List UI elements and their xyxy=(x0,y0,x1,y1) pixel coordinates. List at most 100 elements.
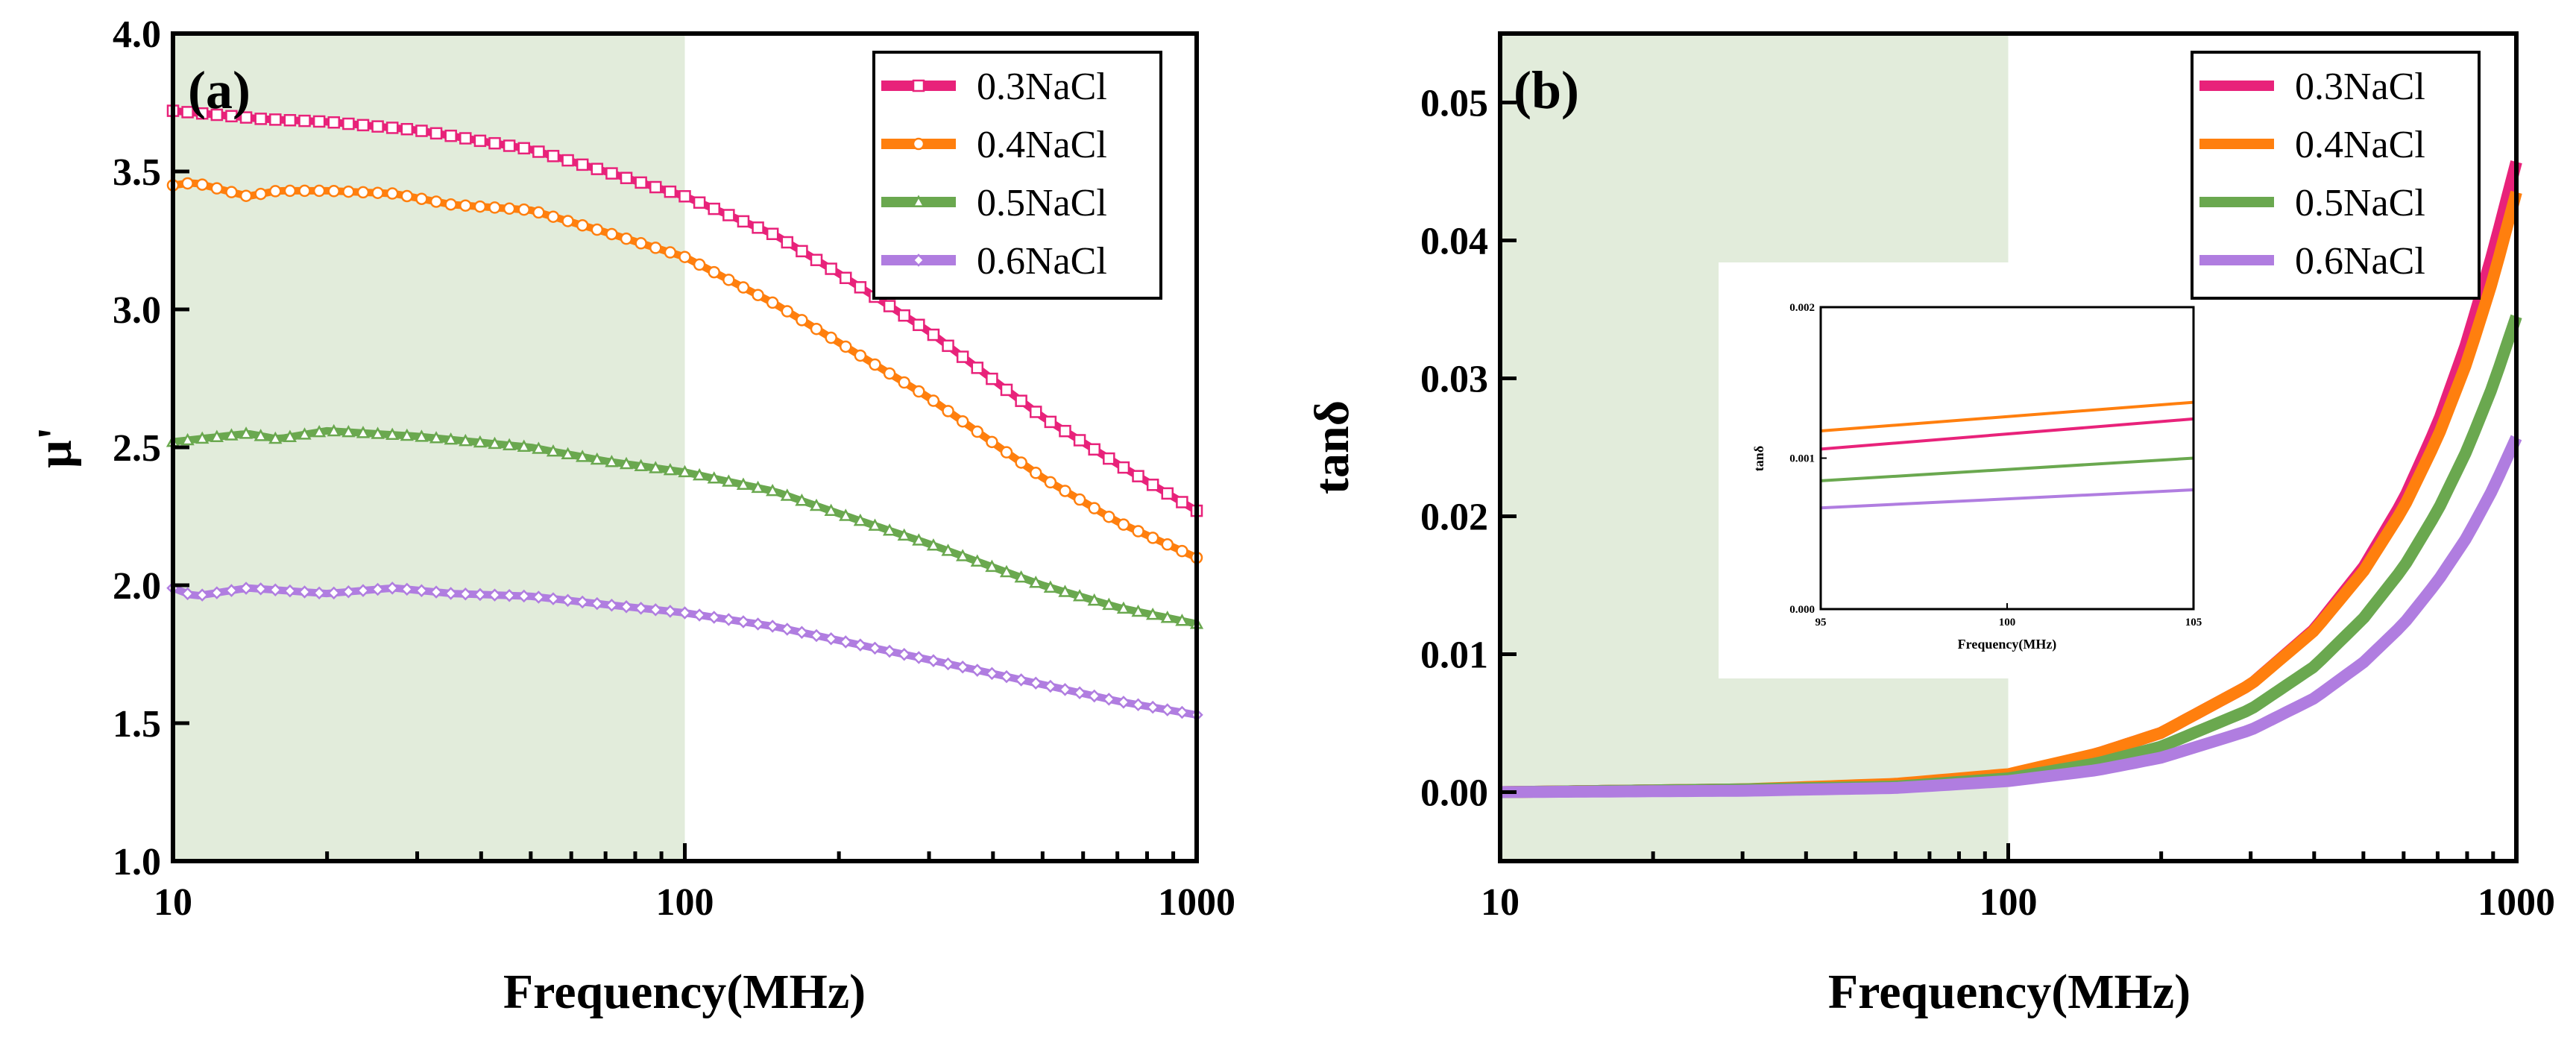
marker-0.5NaCl xyxy=(356,426,371,438)
marker-0.3NaCl xyxy=(840,271,852,284)
marker-0.6NaCl xyxy=(591,596,604,611)
marker-0.4NaCl xyxy=(1146,532,1159,544)
marker-0.3NaCl xyxy=(781,236,794,249)
marker-0.6NaCl xyxy=(664,605,677,618)
marker-0.3NaCl xyxy=(356,119,370,132)
marker-0.4NaCl xyxy=(869,358,881,371)
marker-0.6NaCl xyxy=(224,584,239,597)
marker-0.5NaCl xyxy=(253,429,268,441)
y-tick-label: 2.0 xyxy=(113,565,161,608)
marker-0.5NaCl xyxy=(1072,589,1087,602)
marker-0.3NaCl xyxy=(371,120,384,133)
x-tick-label: 1000 xyxy=(2478,881,2555,924)
marker-0.4NaCl xyxy=(649,242,662,254)
x-tick-label: 100 xyxy=(1980,881,2038,924)
marker-0.4NaCl xyxy=(1176,544,1188,558)
marker-0.3NaCl xyxy=(181,106,194,119)
marker-0.6NaCl xyxy=(210,586,224,599)
marker-0.3NaCl xyxy=(986,372,998,385)
marker-0.4NaCl xyxy=(181,177,194,190)
marker-0.6NaCl xyxy=(1044,679,1057,693)
panel-a-y-axis-title: μ' xyxy=(28,426,82,468)
panel-a-x-axis-title: Frequency(MHz) xyxy=(503,965,866,1019)
marker-0.6NaCl xyxy=(693,608,706,622)
marker-0.6NaCl xyxy=(547,592,560,605)
marker-0.4NaCl xyxy=(488,201,501,214)
marker-0.5NaCl xyxy=(415,429,429,442)
marker-0.5NaCl xyxy=(999,564,1014,578)
marker-0.5NaCl xyxy=(970,554,984,567)
marker-0.3NaCl xyxy=(1161,487,1174,500)
y-tick-label: 4.0 xyxy=(113,13,161,56)
marker-0.4NaCl xyxy=(225,186,238,198)
marker-0.4NaCl xyxy=(913,385,925,398)
marker-0.4NaCl xyxy=(327,185,341,198)
marker-0.4NaCl xyxy=(1044,476,1057,489)
marker-0.3NaCl xyxy=(766,227,779,240)
marker-0.6NaCl xyxy=(897,647,911,661)
marker-0.4NaCl xyxy=(678,250,691,263)
marker-0.3NaCl xyxy=(752,221,764,234)
marker-0.5NaCl xyxy=(985,559,999,573)
marker-0.3NaCl xyxy=(239,111,253,124)
legend-label-0.6NaCl: 0.6NaCl xyxy=(2295,240,2425,283)
marker-0.5NaCl xyxy=(1087,593,1101,606)
inset-axes: 95 100 105 0.000 0.001 0.002 xyxy=(1789,302,2202,628)
marker-0.5NaCl xyxy=(224,428,239,441)
marker-0.4NaCl xyxy=(605,227,618,241)
marker-0.5NaCl xyxy=(780,488,794,501)
marker-0.4NaCl xyxy=(1103,510,1115,523)
marker-0.5NaCl xyxy=(341,424,356,438)
marker-0.6NaCl xyxy=(751,617,765,631)
marker-0.5NaCl xyxy=(473,435,488,448)
marker-0.3NaCl xyxy=(678,190,691,203)
panel-a-shaded-region xyxy=(173,34,685,861)
y-tick-label: 1.0 xyxy=(113,841,161,883)
marker-0.5NaCl xyxy=(882,523,897,536)
marker-0.5NaCl xyxy=(663,462,678,476)
marker-0.3NaCl xyxy=(312,115,326,128)
panel-b-legend: 0.3NaCl 0.4NaCl 0.5NaCl 0.6NaCl xyxy=(2191,51,2481,300)
marker-0.5NaCl xyxy=(692,467,707,481)
marker-0.3NaCl xyxy=(1029,406,1042,418)
marker-0.3NaCl xyxy=(327,116,341,129)
marker-0.5NaCl xyxy=(532,441,546,454)
series-line-0.6NaCl xyxy=(1499,435,2522,798)
marker-0.4NaCl xyxy=(210,182,224,195)
legend-label-0.5NaCl: 0.5NaCl xyxy=(2295,182,2425,224)
marker-0.3NaCl xyxy=(459,132,472,145)
marker-0.6NaCl xyxy=(503,589,516,602)
marker-0.4NaCl xyxy=(400,189,414,203)
legend-label-0.6NaCl: 0.6NaCl xyxy=(977,240,1107,283)
marker-0.6NaCl xyxy=(956,660,969,674)
marker-0.3NaCl xyxy=(1073,434,1086,447)
marker-0.4NaCl xyxy=(781,305,794,318)
marker-0.4NaCl xyxy=(840,340,852,353)
marker-0.4NaCl xyxy=(254,187,267,201)
marker-0.4NaCl xyxy=(664,246,677,259)
marker-0.6NaCl xyxy=(1058,683,1072,696)
panel-a-series-group xyxy=(166,104,1204,722)
marker-0.3NaCl xyxy=(1176,496,1188,508)
marker-0.3NaCl xyxy=(225,110,238,123)
marker-0.5NaCl xyxy=(678,464,692,478)
marker-0.4NaCl xyxy=(385,187,399,200)
legend-label-0.3NaCl: 0.3NaCl xyxy=(977,66,1107,108)
marker-0.3NaCl xyxy=(385,122,399,134)
marker-0.6NaCl xyxy=(649,603,663,617)
marker-0.6NaCl xyxy=(356,584,370,597)
panel-b-x-axis: 10 100 1000 xyxy=(1481,843,2555,924)
marker-0.4NaCl xyxy=(312,184,326,198)
marker-0.6NaCl xyxy=(868,641,882,655)
marker-0.4NaCl xyxy=(342,185,355,198)
marker-0.4NaCl xyxy=(532,206,545,219)
marker-0.3NaCl xyxy=(825,262,837,275)
marker-0.4NaCl xyxy=(1073,493,1086,506)
marker-0.5NaCl xyxy=(956,549,970,561)
marker-0.3NaCl xyxy=(342,117,355,130)
marker-0.5NaCl xyxy=(868,518,882,531)
marker-0.3NaCl xyxy=(971,362,984,374)
marker-0.4NaCl xyxy=(634,237,647,250)
y-tick-label: 3.5 xyxy=(113,151,161,194)
marker-0.3NaCl xyxy=(796,245,808,258)
